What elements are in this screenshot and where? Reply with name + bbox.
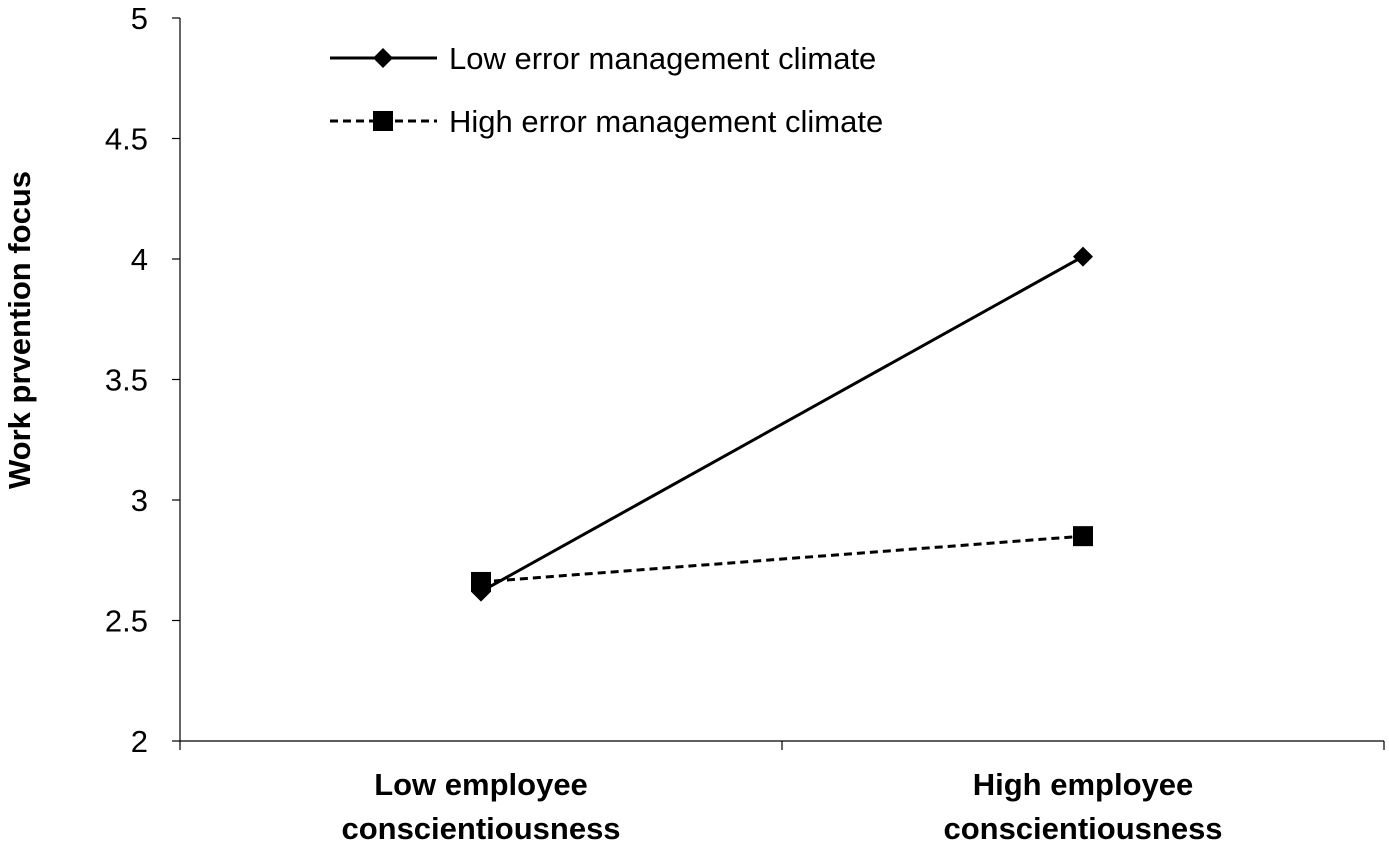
- series-1: [471, 246, 1093, 602]
- square-point: [471, 571, 491, 592]
- legend-marker: [373, 111, 393, 131]
- legend-label: High error management climate: [449, 104, 883, 139]
- y-tick-label: 2: [131, 724, 148, 759]
- y-ticks: 2 2.5 3 3.5 4 4.5 5: [105, 1, 180, 759]
- series-line: [480, 534, 1084, 584]
- legend: Low error management climate High error m…: [330, 41, 883, 139]
- series-layer: [471, 246, 1093, 602]
- y-axis-title: Work prvention focus: [2, 171, 37, 489]
- diamond-point: [1073, 246, 1093, 267]
- legend-marker: [373, 48, 393, 68]
- x-category-label: Low employee conscientiousness: [341, 767, 620, 843]
- x-category-label: High employee conscientiousness: [943, 767, 1222, 843]
- y-tick-label: 2.5: [105, 604, 148, 639]
- y-tick-label: 3: [131, 483, 148, 518]
- y-tick-label: 5: [131, 1, 148, 36]
- series-line: [480, 255, 1084, 593]
- x-ticks: Low employee conscientiousness High employ…: [179, 741, 1385, 843]
- y-tick-label: 4.5: [105, 122, 148, 157]
- y-tick-label: 3.5: [105, 363, 148, 398]
- series-2: [471, 526, 1093, 592]
- legend-item: High error management climate: [330, 104, 883, 139]
- legend-label: Low error management climate: [449, 41, 876, 76]
- square-point: [1073, 526, 1093, 547]
- legend-item: Low error management climate: [330, 41, 876, 76]
- y-tick-label: 4: [131, 242, 148, 277]
